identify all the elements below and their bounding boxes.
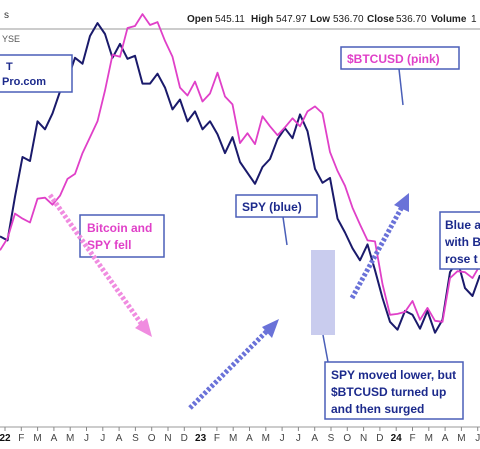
x-tick-label: M: [457, 433, 465, 444]
blue-up-arrow-2-shaft: [349, 203, 406, 300]
x-tick-label: J: [296, 433, 301, 444]
x-tick-label: J: [84, 433, 89, 444]
lower-annotation: SPY moved lower, but $BTCUSD turned up a…: [322, 334, 464, 420]
x-axis: 22 F M A M J J A S O N D 23 F M A M J J A S O N D 24 F M A M J: [0, 427, 480, 444]
spy-annotation-box: [235, 194, 318, 218]
blue-up-arrow-2-head: [394, 193, 409, 212]
x-tick-label: F: [18, 433, 24, 444]
x-tick-label: A: [116, 433, 123, 444]
btc-annotation-box: [340, 46, 460, 70]
btc-series-line: [0, 13, 480, 323]
spy-annotation-pointer: [282, 216, 288, 246]
header-fragment: s: [4, 10, 9, 21]
fell-annotation: Bitcoin and SPY fell: [79, 214, 165, 258]
logo-line-1: T: [6, 61, 13, 73]
blue-annotation: Blue a with B rose t: [439, 211, 480, 270]
pink-down-arrow-shaft: [47, 193, 148, 331]
x-tick-label: M: [262, 433, 270, 444]
high-value: 547.97: [276, 14, 307, 25]
x-tick-label: M: [229, 433, 237, 444]
btc-annotation-pointer: [398, 68, 404, 106]
close-label: Close: [367, 14, 395, 25]
x-tick-label: A: [311, 433, 318, 444]
open-value: 545.11: [215, 14, 245, 25]
volume-value: 1: [471, 14, 477, 25]
x-tick-label: M: [33, 433, 41, 444]
exchange-label: YSE: [2, 34, 20, 44]
lower-annotation-line-3: and then surged: [331, 402, 424, 416]
trend-arrows: [47, 193, 409, 410]
blue-up-arrow-1-shaft: [188, 326, 272, 410]
x-tick-label: J: [280, 433, 285, 444]
logo-box-frame: [0, 54, 73, 93]
blue-annotation-line-3: rose t: [445, 252, 478, 266]
open-label: Open: [187, 14, 213, 25]
lower-annotation-pointer: [322, 334, 329, 363]
lower-annotation-line-2: $BTCUSD turned up: [331, 385, 446, 399]
low-label: Low: [310, 14, 330, 25]
series-layer: [0, 13, 480, 334]
blue-annotation-line-2: with B: [444, 235, 480, 249]
x-tick-label: O: [343, 433, 351, 444]
close-value: 536.70: [396, 14, 427, 25]
blue-up-arrow-1-head: [262, 319, 279, 338]
x-tick-label: N: [164, 433, 171, 444]
x-tick-label: D: [376, 433, 383, 444]
x-tick-label: S: [328, 433, 335, 444]
x-tick-label: 24: [391, 433, 403, 444]
blue-annotation-line-1: Blue a: [445, 218, 480, 232]
lower-annotation-box: [324, 361, 464, 420]
btc-annotation: $BTCUSD (pink): [340, 46, 460, 106]
x-tick-label: N: [360, 433, 367, 444]
volume-label: Volume: [431, 14, 467, 25]
x-tick-label: M: [425, 433, 433, 444]
spy-series-line: [0, 22, 480, 334]
low-value: 536.70: [333, 14, 364, 25]
x-tick-label: A: [51, 433, 58, 444]
spy-annotation-text: SPY (blue): [242, 200, 302, 214]
logo-box: T Pro.com: [0, 54, 73, 93]
x-tick-label: M: [66, 433, 74, 444]
x-tick-label: D: [181, 433, 188, 444]
x-tick-label: O: [148, 433, 156, 444]
lower-annotation-line-1: SPY moved lower, but: [331, 368, 456, 382]
x-tick-label: F: [214, 433, 220, 444]
x-tick-label: 23: [195, 433, 207, 444]
spy-annotation: SPY (blue): [235, 194, 318, 246]
x-tick-label: 22: [0, 433, 11, 444]
high-label: High: [251, 14, 273, 25]
highlight-region: [311, 250, 335, 335]
x-tick-label: A: [246, 433, 253, 444]
blue-annotation-box: [439, 211, 480, 270]
x-tick-label: S: [132, 433, 139, 444]
btc-annotation-text: $BTCUSD (pink): [347, 52, 440, 66]
x-tick-label: F: [409, 433, 415, 444]
fell-annotation-line-2: SPY fell: [87, 238, 131, 252]
logo-line-2: Pro.com: [2, 76, 46, 88]
ohlc-header: Open 545.11 High 547.97 Low 536.70 Close…: [187, 14, 477, 25]
x-tick-label: J: [475, 433, 480, 444]
x-tick-label: J: [100, 433, 105, 444]
fell-annotation-line-1: Bitcoin and: [87, 221, 152, 235]
pink-down-arrow-head: [135, 318, 152, 337]
x-tick-label: A: [442, 433, 449, 444]
